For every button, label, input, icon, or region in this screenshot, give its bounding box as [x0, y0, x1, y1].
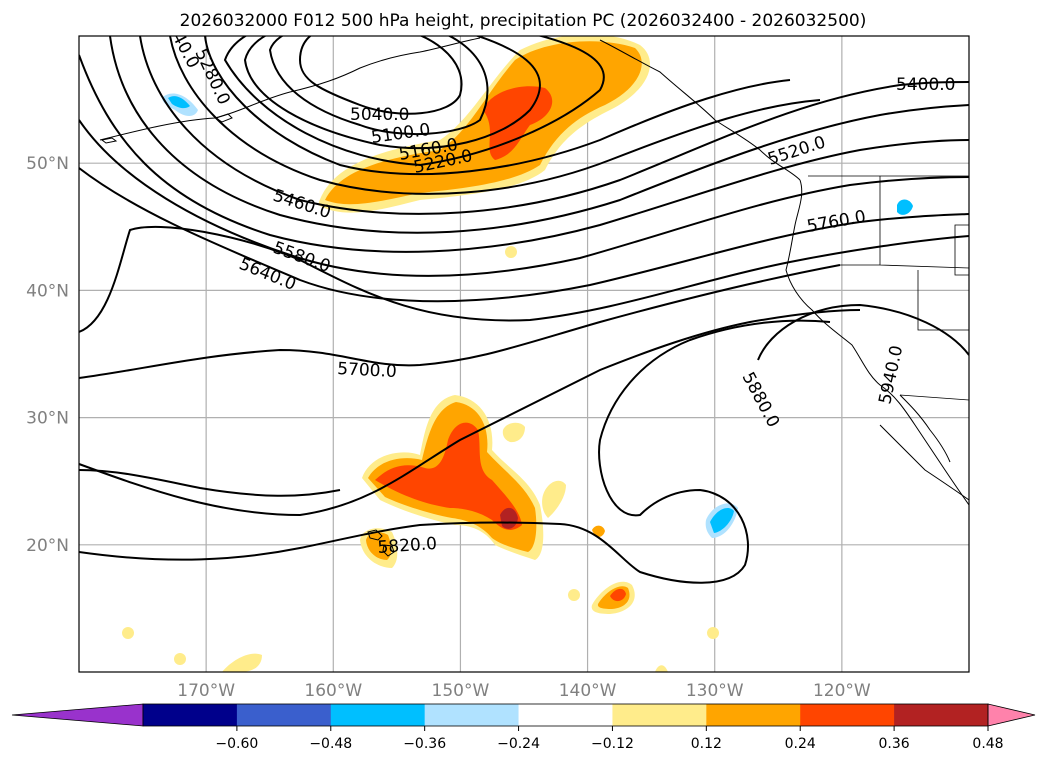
- colorbar-tick-label: 0.12: [691, 736, 722, 752]
- colorbar-frame: [142, 703, 989, 727]
- lat-tick-label: 50°N: [26, 154, 69, 174]
- lon-tick-label: 130°W: [686, 681, 744, 701]
- contour-5820: [79, 309, 861, 517]
- contour-label: 5700.0: [337, 359, 397, 382]
- colorbar-segment: [143, 704, 238, 726]
- precip-region-sw-corner: [222, 653, 262, 672]
- colorbar-extend-high: [987, 703, 1036, 727]
- contour-5520: [79, 54, 969, 253]
- contour-5040: [298, 36, 463, 115]
- colorbar-tick-label: 0.24: [785, 736, 816, 752]
- contour-5880: [79, 319, 831, 584]
- colorbar-segment: [800, 704, 895, 726]
- colorbar-segment: [236, 704, 332, 726]
- precip-region-dot-3: [707, 627, 719, 639]
- colorbar-segment: [330, 704, 426, 726]
- contour-5760: [79, 264, 841, 379]
- border-states: [840, 176, 969, 331]
- coastline-alaska-panhandle: [599, 39, 801, 181]
- neg-precip-offshore-inner: [710, 508, 734, 533]
- precip-region-southeast-red: [610, 588, 626, 602]
- contour-5700: [79, 225, 969, 333]
- contour-5640: [79, 167, 969, 303]
- coastline-alaska-south: [99, 37, 481, 141]
- colorbar-segment: [424, 704, 520, 726]
- precip-region-subtropical-red: [375, 422, 522, 530]
- contour-label: 5040.0: [350, 105, 409, 125]
- colorbar-segment: [518, 704, 613, 726]
- height-contours: [79, 36, 969, 584]
- colorbar-segment: [706, 704, 801, 726]
- coastline-baja-east: [899, 394, 951, 463]
- precip-region-isolated-1: [502, 422, 525, 443]
- colorbar-tick-label: 0.48: [972, 736, 1003, 752]
- contour-5280: [204, 36, 791, 176]
- colorbar-tick-label: −0.12: [591, 736, 634, 752]
- colorbar-extend-low: [11, 703, 144, 727]
- hawaii-islands: [367, 529, 395, 557]
- lon-tick-label: 160°W: [304, 681, 362, 701]
- precip-region-dot-4: [122, 627, 134, 639]
- colorbar-tick-label: −0.48: [309, 736, 352, 752]
- lat-tick-label: 20°N: [26, 536, 69, 556]
- contour-5340: [169, 36, 821, 195]
- precip-region-isolated-3: [592, 525, 605, 537]
- contour-label: 5820.0: [377, 534, 438, 558]
- contour-5940: [757, 303, 969, 361]
- coastline-bc-washington: [785, 179, 969, 506]
- lon-tick-label: 170°W: [177, 681, 235, 701]
- precip-region-dot-2: [568, 589, 580, 601]
- lon-tick-label: 140°W: [559, 681, 617, 701]
- precip-region-isolated-2: [542, 480, 566, 518]
- chart-title: 2026032000 F012 500 hPa height, precipit…: [180, 11, 867, 31]
- contour-west-loop: [79, 469, 341, 497]
- colorbar-segment: [894, 704, 989, 726]
- contour-5100: [268, 36, 489, 136]
- precip-region-dot-1: [505, 246, 517, 258]
- neg-precip-idaho: [897, 199, 913, 215]
- coastline-mexico: [879, 424, 969, 501]
- colorbar-tick-label: −0.60: [215, 736, 258, 752]
- border-us-mexico: [899, 394, 969, 401]
- map-frame: [78, 35, 970, 673]
- lon-tick-label: 120°W: [813, 681, 871, 701]
- political-borders: [808, 175, 969, 401]
- colorbar-tick-label: 0.36: [879, 736, 910, 752]
- contour-5460: [109, 36, 969, 234]
- coastlines: [99, 37, 969, 557]
- latitude-tick-labels: 50°N 40°N 30°N 20°N: [26, 154, 69, 556]
- contour-5160: [243, 36, 541, 150]
- precip-region-north-pacific-red: [483, 86, 553, 160]
- colorbar-segment: [612, 704, 707, 726]
- lat-tick-label: 40°N: [26, 281, 69, 301]
- colorbar-tick-label: −0.24: [497, 736, 540, 752]
- lon-tick-label: 150°W: [432, 681, 490, 701]
- contour-5580: [79, 119, 969, 277]
- precip-region-dot-5: [174, 653, 186, 665]
- colorbar-tick-label: −0.36: [403, 736, 446, 752]
- contour-label: 5400.0: [896, 75, 955, 95]
- colorbar-tick-labels: −0.60 −0.48 −0.36 −0.24 −0.12 0.12 0.24 0.36 0.4…: [215, 726, 1004, 752]
- colorbar: [11, 703, 1036, 727]
- neg-precip-gulf-alaska-inner: [168, 96, 190, 109]
- map-content: 5040.0 5100.0 5160.0 5220.0 5280.0 5400.…: [79, 36, 969, 672]
- contour-5400: [139, 36, 969, 215]
- contour-5220: [223, 36, 605, 167]
- precip-region-bottom-edge: [655, 665, 668, 672]
- lat-tick-label: 30°N: [26, 409, 69, 429]
- longitude-tick-labels: 170°W 160°W 150°W 140°W 130°W 120°W: [177, 681, 871, 701]
